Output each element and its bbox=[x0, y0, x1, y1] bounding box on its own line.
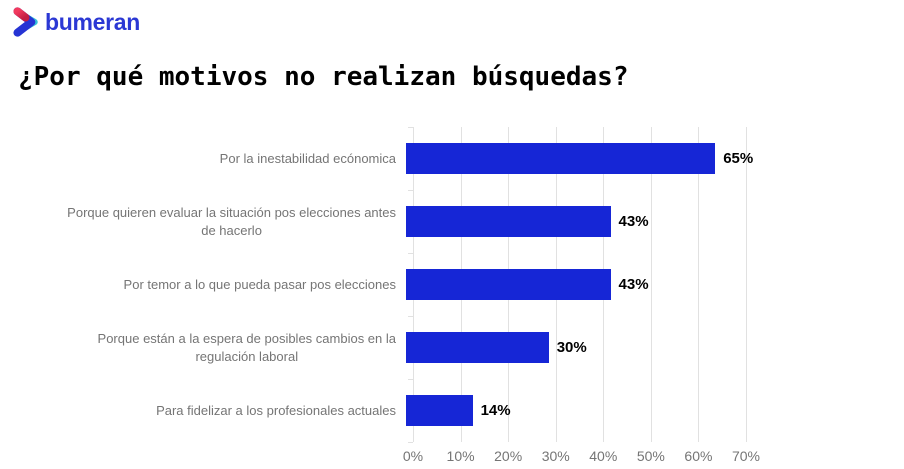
value-label: 65% bbox=[723, 150, 754, 167]
category-label: Para fidelizar a los profesionales actua… bbox=[156, 402, 396, 418]
x-tick-label: 10% bbox=[446, 448, 475, 464]
x-tick-label: 30% bbox=[541, 448, 570, 464]
bar-track: 43% bbox=[406, 269, 739, 300]
bar bbox=[406, 332, 549, 363]
bar bbox=[406, 395, 473, 426]
chart-title: ¿Por qué motivos no realizan búsquedas? bbox=[18, 62, 629, 92]
category-boundary-tick bbox=[408, 190, 413, 191]
category-label: Por la inestabilidad ecónomica bbox=[219, 150, 396, 166]
bar-track: 30% bbox=[406, 332, 739, 363]
chart-row: Porque quieren evaluar la situación pos … bbox=[0, 190, 904, 253]
category-boundary-tick bbox=[408, 253, 413, 254]
x-tick-label: 40% bbox=[589, 448, 618, 464]
category-boundary-tick bbox=[408, 316, 413, 317]
category-cell: Por la inestabilidad ecónomica bbox=[0, 150, 405, 168]
x-tick-label: 0% bbox=[402, 448, 424, 464]
bar bbox=[406, 206, 611, 237]
bar-chart: Por la inestabilidad ecónomica 65% Porque … bbox=[0, 127, 904, 469]
category-label: Porque están a la espera de posibles cam… bbox=[97, 330, 396, 364]
x-axis: 0% 10% 20% 30% 40% 50% 60% 70% bbox=[403, 448, 760, 468]
category-cell: Por temor a lo que pueda pasar pos elecc… bbox=[0, 276, 405, 294]
bar bbox=[406, 269, 611, 300]
chart-row: Para fidelizar a los profesionales actua… bbox=[0, 379, 904, 442]
category-label: Porque quieren evaluar la situación pos … bbox=[67, 204, 396, 238]
bar-track: 14% bbox=[406, 395, 739, 426]
gridline bbox=[650, 127, 652, 442]
x-tick-label: 20% bbox=[494, 448, 523, 464]
category-cell: Porque están a la espera de posibles cam… bbox=[0, 330, 405, 366]
x-tick-label: 50% bbox=[636, 448, 665, 464]
value-label: 43% bbox=[618, 276, 649, 293]
x-tick-label: 60% bbox=[684, 448, 713, 464]
bar-track: 65% bbox=[406, 143, 753, 174]
bumeran-logo: bumeran bbox=[10, 6, 140, 38]
category-label: Por temor a lo que pueda pasar pos elecc… bbox=[123, 276, 396, 292]
chart-row: Por temor a lo que pueda pasar pos elecc… bbox=[0, 253, 904, 316]
chart-row: Porque están a la espera de posibles cam… bbox=[0, 316, 904, 379]
chart-row: Por la inestabilidad ecónomica 65% bbox=[0, 127, 904, 190]
value-label: 30% bbox=[556, 339, 587, 356]
gridline bbox=[746, 127, 747, 442]
value-label: 43% bbox=[618, 213, 649, 230]
gridline bbox=[698, 127, 700, 442]
bar-track: 43% bbox=[406, 206, 739, 237]
category-boundary-tick bbox=[408, 127, 413, 128]
category-boundary-tick bbox=[408, 442, 413, 443]
chart-rows: Por la inestabilidad ecónomica 65% Porque … bbox=[0, 127, 904, 442]
bumeran-logo-text: bumeran bbox=[45, 8, 141, 35]
category-boundary-tick bbox=[408, 379, 413, 380]
value-label: 14% bbox=[480, 402, 511, 419]
category-cell: Porque quieren evaluar la situación pos … bbox=[0, 204, 405, 240]
bar bbox=[406, 143, 716, 174]
bumeran-boomerang-icon bbox=[13, 7, 38, 37]
x-tick-label: 70% bbox=[731, 448, 761, 464]
category-cell: Para fidelizar a los profesionales actua… bbox=[0, 402, 405, 420]
